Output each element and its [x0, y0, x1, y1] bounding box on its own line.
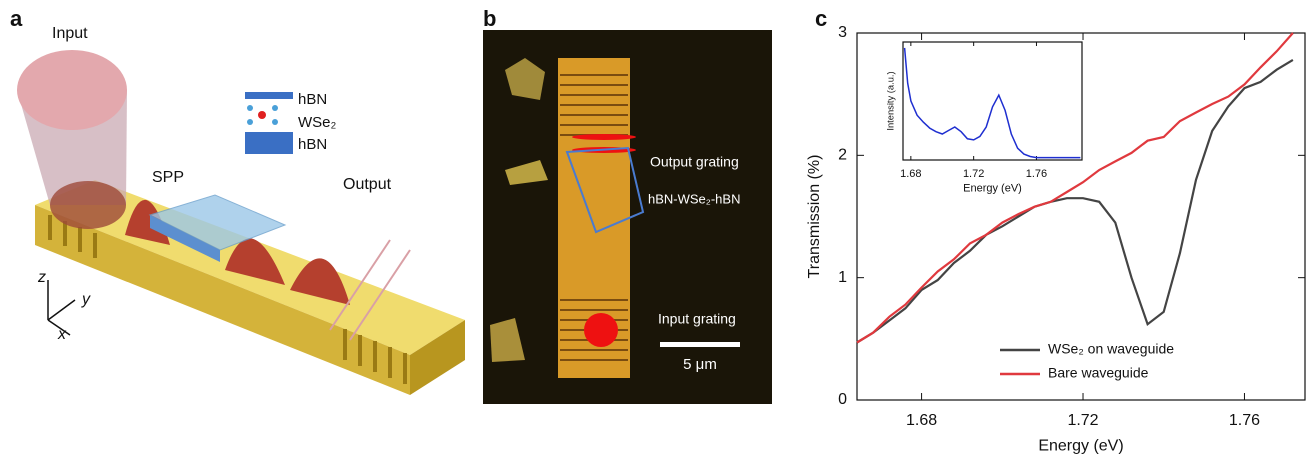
axis-y: y — [81, 291, 91, 308]
axis-z: z — [37, 269, 46, 286]
x-tick-label: 1.68 — [900, 168, 921, 180]
figure: a Input hBN WSe₂ hBN SPP Output z y x b … — [0, 0, 1311, 460]
hbn-layer — [245, 132, 293, 154]
atom — [272, 105, 278, 111]
stack-label: hBN — [298, 91, 327, 108]
panel-c: c — [815, 6, 827, 31]
panel-a: a Input hBN WSe₂ hBN SPP Output z y x — [10, 6, 465, 395]
output-spot — [572, 134, 636, 140]
panel-label: b — [483, 6, 496, 31]
legend-label: WSe₂ on waveguide — [1048, 341, 1174, 357]
stack-label: WSe₂ — [298, 114, 337, 131]
panel-b: b Output grating hBN-WSe₂-hBN Input grat… — [483, 6, 772, 404]
x-axis-label: Energy (eV) — [1038, 438, 1123, 455]
input-grating-label: Input grating — [658, 311, 736, 327]
atom — [272, 119, 278, 125]
x-axis-label: Energy (eV) — [963, 183, 1022, 195]
y-tick-label: 2 — [838, 147, 847, 164]
x-tick-label: 1.68 — [906, 412, 937, 429]
scale-bar — [660, 342, 740, 347]
beam-top — [17, 50, 127, 130]
panel-label: a — [10, 6, 23, 31]
legend-label: Bare waveguide — [1048, 365, 1149, 381]
y-tick-label: 0 — [838, 391, 847, 408]
input-label: Input — [52, 25, 88, 42]
x-tick-label: 1.72 — [963, 168, 984, 180]
stack-label: hBN — [298, 136, 327, 153]
panel-label: c — [815, 6, 827, 31]
inset-bg — [903, 42, 1082, 160]
y-axis-label: Transmission (%) — [806, 155, 823, 279]
beam-spot — [50, 181, 126, 229]
atom — [247, 105, 253, 111]
sample-label: hBN-WSe₂-hBN — [648, 191, 740, 206]
y-axis-label: Intensity (a.u.) — [885, 71, 895, 130]
hbn-layer — [245, 92, 293, 99]
output-grating-label: Output grating — [650, 154, 739, 170]
x-tick-label: 1.76 — [1026, 168, 1047, 180]
y-tick-label: 3 — [838, 24, 847, 41]
y-tick-label: 1 — [838, 269, 847, 286]
output-label: Output — [343, 176, 392, 193]
spp-label: SPP — [152, 169, 184, 186]
atom — [247, 119, 253, 125]
x-tick-label: 1.76 — [1229, 412, 1260, 429]
input-spot — [584, 313, 618, 347]
axis-x: x — [57, 326, 67, 343]
scale-label: 5 μm — [683, 356, 717, 373]
x-tick-label: 1.72 — [1067, 412, 1098, 429]
atom — [258, 111, 266, 119]
